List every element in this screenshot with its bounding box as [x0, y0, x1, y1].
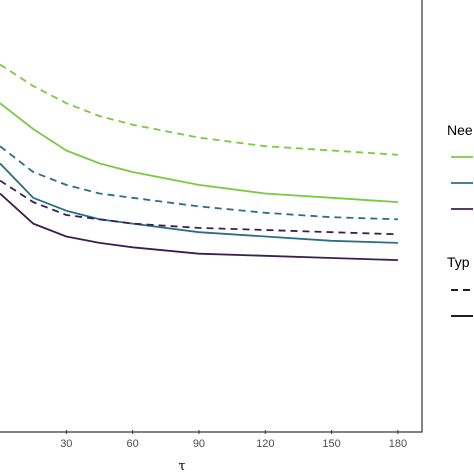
x-tick-label-150: 150 — [322, 438, 340, 450]
series-line-3 — [0, 145, 398, 221]
series-line-1 — [0, 63, 398, 156]
series-layer — [0, 63, 398, 261]
series-line-5 — [0, 179, 398, 236]
legend-title-1: Nee — [447, 122, 473, 138]
x-tick-label-120: 120 — [256, 438, 274, 450]
plot-panel — [0, 0, 423, 433]
legend-title-2: Typ — [447, 254, 470, 270]
x-tick-label-90: 90 — [193, 438, 205, 450]
series-line-2 — [0, 102, 398, 203]
x-axis: 30 60 90 120 150 180 — [60, 430, 407, 450]
x-axis-title: τ — [178, 459, 185, 474]
legend: Nee Typ — [447, 122, 473, 317]
series-line-4 — [0, 162, 398, 244]
x-tick-label-180: 180 — [389, 438, 407, 450]
x-tick-label-30: 30 — [60, 438, 72, 450]
series-line-6 — [0, 192, 398, 261]
x-tick-label-60: 60 — [127, 438, 139, 450]
